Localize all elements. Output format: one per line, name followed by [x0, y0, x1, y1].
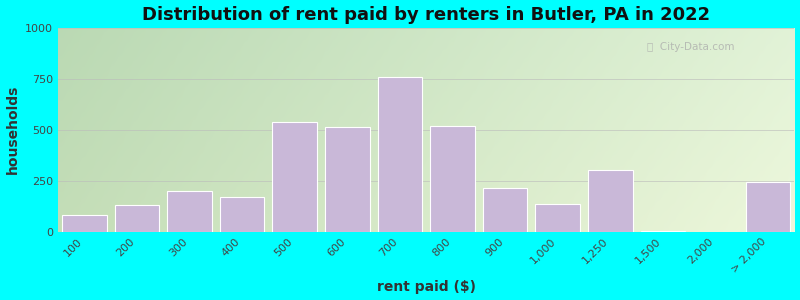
- Text: ⓘ  City-Data.com: ⓘ City-Data.com: [647, 42, 734, 52]
- Bar: [641, 231, 686, 232]
- X-axis label: rent paid ($): rent paid ($): [377, 280, 476, 294]
- Bar: [114, 205, 159, 232]
- Bar: [430, 126, 475, 232]
- Bar: [272, 122, 317, 232]
- Bar: [220, 197, 265, 232]
- Y-axis label: households: households: [6, 85, 19, 174]
- Title: Distribution of rent paid by renters in Butler, PA in 2022: Distribution of rent paid by renters in …: [142, 6, 710, 24]
- Bar: [746, 182, 790, 232]
- Bar: [482, 188, 527, 232]
- Bar: [378, 77, 422, 232]
- Bar: [588, 170, 633, 232]
- Bar: [535, 204, 580, 232]
- Bar: [325, 127, 370, 232]
- Bar: [167, 191, 212, 232]
- Bar: [62, 215, 106, 232]
